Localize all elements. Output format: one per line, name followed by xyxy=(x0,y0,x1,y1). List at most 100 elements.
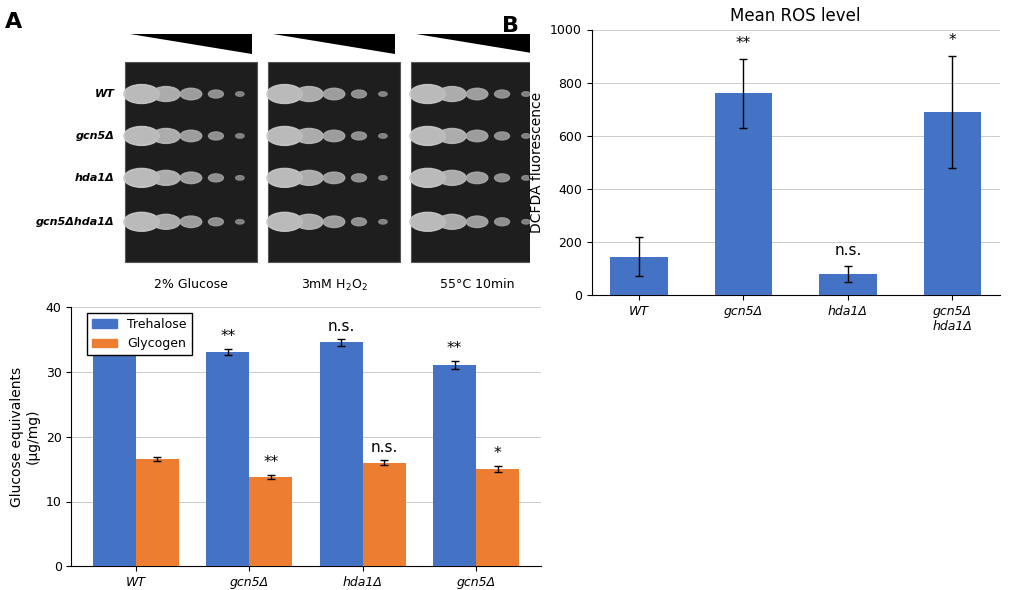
Circle shape xyxy=(437,214,466,230)
Text: *: * xyxy=(948,33,955,48)
Circle shape xyxy=(494,174,510,182)
Circle shape xyxy=(352,174,366,182)
Text: **: ** xyxy=(446,341,462,356)
Text: **: ** xyxy=(220,329,235,344)
Circle shape xyxy=(494,90,510,98)
Circle shape xyxy=(152,87,180,101)
Circle shape xyxy=(267,168,302,188)
Circle shape xyxy=(410,168,445,188)
Circle shape xyxy=(123,84,159,103)
Circle shape xyxy=(123,212,159,231)
Bar xyxy=(363,463,406,566)
Bar xyxy=(136,459,178,566)
Circle shape xyxy=(123,168,159,188)
Text: n.s.: n.s. xyxy=(370,440,397,455)
Text: 2% Glucose: 2% Glucose xyxy=(154,278,227,291)
Circle shape xyxy=(378,134,387,138)
Bar xyxy=(249,477,292,566)
Circle shape xyxy=(466,88,487,100)
Circle shape xyxy=(494,132,510,140)
Circle shape xyxy=(437,129,466,143)
Circle shape xyxy=(410,126,445,145)
Bar xyxy=(714,93,771,295)
Circle shape xyxy=(352,90,366,98)
Bar xyxy=(922,112,980,295)
Circle shape xyxy=(267,212,302,231)
Bar xyxy=(319,342,363,566)
Text: WT: WT xyxy=(95,89,114,99)
Polygon shape xyxy=(129,34,252,54)
Bar xyxy=(476,469,519,566)
Circle shape xyxy=(494,218,510,226)
Polygon shape xyxy=(416,34,538,54)
Bar xyxy=(124,62,257,262)
Circle shape xyxy=(466,130,487,142)
Circle shape xyxy=(267,126,302,145)
Circle shape xyxy=(352,132,366,140)
Circle shape xyxy=(410,212,445,231)
Circle shape xyxy=(323,216,344,228)
Circle shape xyxy=(235,92,244,96)
Polygon shape xyxy=(273,34,394,54)
Circle shape xyxy=(123,126,159,145)
Circle shape xyxy=(208,218,223,226)
Circle shape xyxy=(378,92,387,96)
Circle shape xyxy=(208,132,223,140)
Bar xyxy=(433,365,476,566)
Circle shape xyxy=(466,172,487,183)
Circle shape xyxy=(267,84,302,103)
Circle shape xyxy=(437,171,466,185)
Bar xyxy=(818,274,875,295)
Title: Mean ROS level: Mean ROS level xyxy=(730,7,860,25)
Circle shape xyxy=(180,88,202,100)
Circle shape xyxy=(294,87,323,101)
Circle shape xyxy=(378,219,387,224)
Text: hda1Δ: hda1Δ xyxy=(74,173,114,183)
Circle shape xyxy=(323,88,344,100)
Circle shape xyxy=(378,176,387,180)
Circle shape xyxy=(235,219,244,224)
Circle shape xyxy=(235,176,244,180)
Circle shape xyxy=(323,130,344,142)
Text: 3mM H$_2$O$_2$: 3mM H$_2$O$_2$ xyxy=(301,278,367,293)
Text: **: ** xyxy=(735,36,750,51)
Circle shape xyxy=(208,174,223,182)
Circle shape xyxy=(352,218,366,226)
Text: **: ** xyxy=(263,455,278,470)
Text: B: B xyxy=(501,16,519,36)
Circle shape xyxy=(152,171,180,185)
Bar xyxy=(267,62,399,262)
Circle shape xyxy=(522,134,530,138)
Y-axis label: Glucose equivalents
(µg/mg): Glucose equivalents (µg/mg) xyxy=(10,366,40,507)
Circle shape xyxy=(323,172,344,183)
Circle shape xyxy=(294,129,323,143)
Bar xyxy=(93,336,136,566)
Bar xyxy=(411,62,543,262)
Text: n.s.: n.s. xyxy=(834,243,861,258)
Bar xyxy=(206,352,249,566)
Circle shape xyxy=(437,87,466,101)
Text: *: * xyxy=(493,446,501,461)
Text: n.s.: n.s. xyxy=(327,319,355,334)
Text: A: A xyxy=(5,12,22,32)
Circle shape xyxy=(522,176,530,180)
Circle shape xyxy=(180,130,202,142)
Circle shape xyxy=(294,214,323,230)
Circle shape xyxy=(180,216,202,228)
Circle shape xyxy=(180,172,202,183)
Text: gcn5Δhda1Δ: gcn5Δhda1Δ xyxy=(36,217,114,227)
Bar xyxy=(609,257,667,295)
Circle shape xyxy=(522,92,530,96)
Circle shape xyxy=(208,90,223,98)
Circle shape xyxy=(294,171,323,185)
Circle shape xyxy=(466,216,487,228)
Legend: Trehalose, Glycogen: Trehalose, Glycogen xyxy=(87,313,192,355)
Circle shape xyxy=(152,129,180,143)
Circle shape xyxy=(235,134,244,138)
Circle shape xyxy=(522,219,530,224)
Text: 55°C 10min: 55°C 10min xyxy=(439,278,514,291)
Circle shape xyxy=(152,214,180,230)
Y-axis label: DCFDA fluorescence: DCFDA fluorescence xyxy=(530,91,544,233)
Circle shape xyxy=(410,84,445,103)
Text: gcn5Δ: gcn5Δ xyxy=(75,131,114,141)
